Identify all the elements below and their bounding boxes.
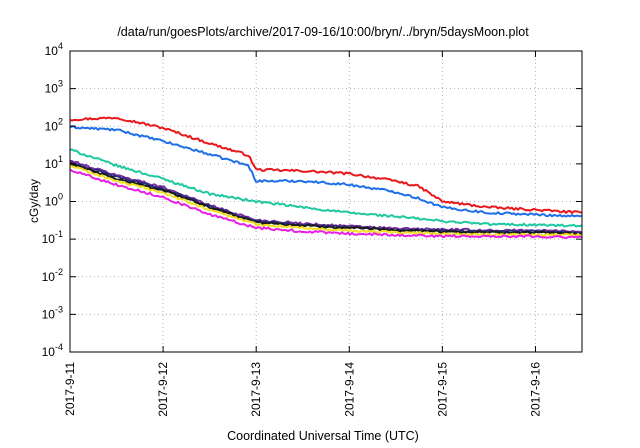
- y-tick-label-base: 10: [45, 82, 59, 96]
- x-tick-label: 2017-9-13: [249, 362, 263, 417]
- tick-layer: 10-410-310-210-11001011021031042017-9-11…: [42, 41, 582, 417]
- y-tick-label-base: 10: [42, 232, 56, 246]
- series-line: [69, 168, 583, 240]
- y-tick-label-base: 10: [45, 44, 59, 58]
- y-tick-label-base: 10: [42, 307, 56, 321]
- grid-layer: [70, 51, 582, 352]
- series-line: [69, 164, 583, 237]
- y-tick-label: 103: [45, 79, 63, 96]
- x-tick-label: 2017-9-12: [156, 362, 170, 417]
- y-tick-label: 100: [45, 192, 63, 209]
- series-line: [69, 162, 583, 236]
- y-tick-label-base: 10: [45, 157, 59, 171]
- series-line: [69, 148, 583, 228]
- x-axis-label: Coordinated Universal Time (UTC): [227, 429, 419, 443]
- x-tick-label: 2017-9-16: [528, 362, 542, 417]
- x-tick-label: 2017-9-15: [435, 362, 449, 417]
- x-tick-label: 2017-9-11: [63, 362, 77, 416]
- y-tick-label: 101: [45, 154, 63, 171]
- x-tick-label: 2017-9-14: [342, 362, 356, 417]
- y-tick-label-base: 10: [42, 345, 56, 359]
- y-tick-label-base: 10: [42, 270, 56, 284]
- y-tick-label-base: 10: [45, 195, 59, 209]
- y-tick-label-exponent: 3: [58, 79, 63, 89]
- y-axis-label: cGy/day: [27, 179, 41, 223]
- series-line: [69, 116, 582, 214]
- y-tick-label-exponent: -4: [55, 342, 63, 352]
- y-tick-label-exponent: -2: [55, 267, 63, 277]
- y-tick-label: 10-3: [42, 304, 63, 321]
- series-line: [69, 125, 583, 218]
- y-tick-label: 104: [45, 41, 63, 58]
- y-tick-label: 10-2: [42, 267, 63, 284]
- y-tick-label-exponent: 1: [58, 154, 63, 164]
- y-tick-label-exponent: -1: [55, 229, 63, 239]
- y-tick-label-exponent: -3: [55, 304, 63, 314]
- y-tick-label: 102: [45, 116, 63, 133]
- y-tick-label-exponent: 2: [58, 116, 63, 126]
- y-tick-label-exponent: 4: [58, 41, 63, 51]
- y-tick-label: 10-4: [42, 342, 63, 359]
- chart-title: /data/run/goesPlots/archive/2017-09-16/1…: [117, 25, 529, 39]
- y-tick-label: 10-1: [42, 229, 63, 246]
- series-line: [69, 160, 583, 234]
- y-tick-label-exponent: 0: [58, 192, 63, 202]
- series-layer: [69, 116, 583, 240]
- y-tick-label-base: 10: [45, 119, 59, 133]
